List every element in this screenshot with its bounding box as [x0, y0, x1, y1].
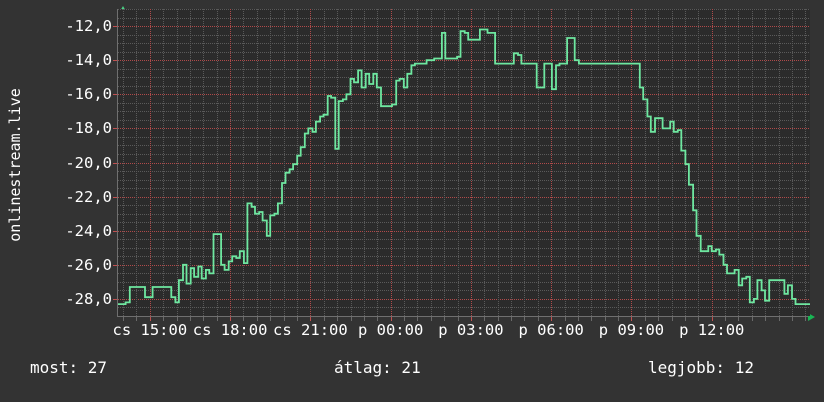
x-tick-mark — [698, 317, 699, 321]
x-tick-label: p 00:00 — [357, 321, 424, 339]
x-tick-mark — [805, 317, 806, 321]
x-tick-mark — [163, 317, 164, 321]
x-tick-mark — [471, 317, 472, 321]
x-tick-mark — [524, 317, 525, 321]
grid-layer — [118, 9, 810, 316]
x-tick-label: cs 21:00 — [273, 321, 348, 339]
stat-average: átlag: 21 — [334, 358, 421, 377]
x-tick-label: p 12:00 — [679, 321, 745, 339]
x-tick-mark — [618, 317, 619, 321]
x-tick-mark — [257, 317, 258, 321]
x-tick-mark — [498, 317, 499, 321]
x-tick-mark — [337, 317, 338, 321]
x-tick-mark — [177, 317, 178, 321]
x-tick-mark — [431, 317, 432, 321]
x-tick-mark — [364, 317, 365, 321]
x-tick-mark — [672, 317, 673, 321]
x-tick-mark — [725, 317, 726, 321]
x-tick-mark — [484, 317, 485, 321]
x-axis-tick-labels: cs 15:00 cs 18:00 cs 21:00 p 00:00 p 03:00 p … — [0, 321, 824, 343]
x-tick-mark — [779, 317, 780, 321]
y-tick-mark — [113, 26, 117, 28]
x-tick-mark — [685, 317, 686, 321]
x-tick-mark — [310, 317, 311, 321]
x-tick-mark — [324, 317, 325, 321]
x-tick-mark — [658, 317, 659, 321]
y-tick-mark — [113, 264, 117, 266]
x-tick-label: p 09:00 — [598, 321, 665, 339]
x-tick-mark — [123, 317, 124, 321]
data-series-layer — [118, 28, 810, 305]
y-axis-tick-labels: -12,0 -14,0 -16,0 -18,0 -20,0 -22,0 -24,0 -26,0… — [30, 0, 112, 402]
x-tick-mark — [444, 317, 445, 321]
data-line-0 — [118, 28, 810, 305]
x-tick-mark — [391, 317, 392, 321]
x-tick-label: cs 15:00 — [112, 321, 188, 339]
x-tick-mark — [591, 317, 592, 321]
y-tick-mark — [113, 60, 117, 62]
y-tick-mark — [113, 196, 117, 198]
x-tick-mark — [605, 317, 606, 321]
y-tick-mark — [113, 94, 117, 96]
y-tick-label: -16,0 — [65, 85, 112, 104]
y-axis-title: onlinestream.live — [0, 0, 30, 330]
x-tick-mark — [565, 317, 566, 321]
x-tick-mark — [511, 317, 512, 321]
y-tick-mark — [113, 298, 117, 300]
x-tick-mark — [243, 317, 244, 321]
y-tick-label: -24,0 — [65, 221, 112, 240]
x-tick-mark — [752, 317, 753, 321]
y-tick-label: -28,0 — [65, 289, 112, 308]
x-tick-mark — [578, 317, 579, 321]
x-tick-mark — [217, 317, 218, 321]
x-tick-label: p 06:00 — [518, 321, 584, 339]
stat-most: most: 27 — [30, 358, 108, 377]
x-tick-mark — [417, 317, 418, 321]
x-tick-mark — [631, 317, 632, 321]
x-tick-mark — [377, 317, 378, 321]
x-tick-mark — [230, 317, 231, 321]
x-tick-mark — [712, 317, 713, 321]
x-tick-mark — [645, 317, 646, 321]
x-tick-mark — [738, 317, 739, 321]
x-axis-line — [118, 316, 810, 317]
y-tick-mark — [113, 128, 117, 130]
x-tick-mark — [190, 317, 191, 321]
plot-area — [118, 9, 810, 316]
y-tick-label: -22,0 — [65, 187, 112, 206]
y-tick-label: -12,0 — [65, 17, 112, 36]
stat-best: legjobb: 12 — [648, 358, 754, 377]
summary-footer: most: 27 átlag: 21 legjobb: 12 — [0, 358, 824, 388]
x-tick-mark — [404, 317, 405, 321]
y-tick-label: -18,0 — [65, 119, 112, 138]
x-tick-mark — [150, 317, 151, 321]
x-tick-mark — [136, 317, 137, 321]
y-axis-title-text: onlinestream.live — [6, 88, 24, 242]
x-tick-mark — [458, 317, 459, 321]
x-tick-label: p 03:00 — [438, 321, 504, 339]
x-tick-mark — [351, 317, 352, 321]
x-tick-mark — [284, 317, 285, 321]
y-tick-label: -20,0 — [65, 153, 112, 172]
y-axis-line — [117, 9, 118, 317]
y-tick-label: -14,0 — [65, 51, 112, 70]
x-tick-mark — [297, 317, 298, 321]
x-tick-label: cs 18:00 — [192, 321, 268, 339]
x-tick-mark — [270, 317, 271, 321]
x-tick-mark — [203, 317, 204, 321]
arrow-right-icon — [808, 313, 815, 321]
x-tick-mark — [765, 317, 766, 321]
x-tick-mark — [551, 317, 552, 321]
x-tick-mark — [792, 317, 793, 321]
y-tick-mark — [113, 162, 117, 164]
x-tick-mark — [538, 317, 539, 321]
y-tick-label: -26,0 — [65, 255, 112, 274]
y-tick-mark — [113, 230, 117, 232]
